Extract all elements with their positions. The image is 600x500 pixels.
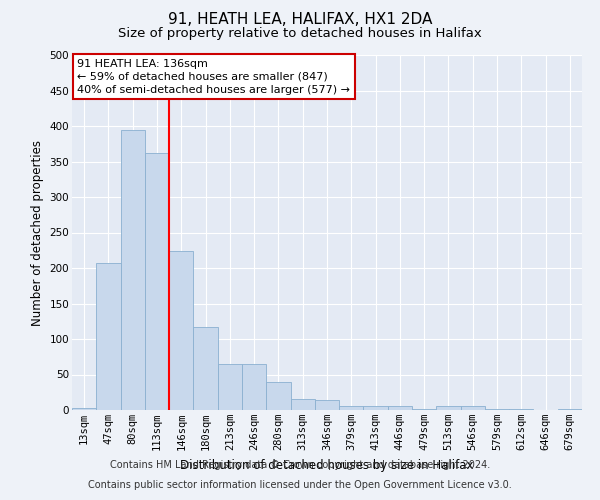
Bar	[266, 382, 290, 410]
Bar	[96, 263, 121, 410]
Bar	[169, 251, 193, 410]
Bar	[290, 400, 315, 410]
X-axis label: Distribution of detached houses by size in Halifax: Distribution of detached houses by size …	[180, 458, 474, 471]
Text: 91, HEATH LEA, HALIFAX, HX1 2DA: 91, HEATH LEA, HALIFAX, HX1 2DA	[168, 12, 432, 28]
Text: Contains public sector information licensed under the Open Government Licence v3: Contains public sector information licen…	[88, 480, 512, 490]
Bar	[315, 400, 339, 410]
Bar	[145, 153, 169, 410]
Bar	[72, 408, 96, 410]
Bar	[436, 406, 461, 410]
Bar	[461, 406, 485, 410]
Bar	[218, 364, 242, 410]
Bar	[193, 327, 218, 410]
Bar	[388, 406, 412, 410]
Bar	[558, 408, 582, 410]
Y-axis label: Number of detached properties: Number of detached properties	[31, 140, 44, 326]
Bar	[121, 130, 145, 410]
Bar	[364, 406, 388, 410]
Text: 91 HEATH LEA: 136sqm
← 59% of detached houses are smaller (847)
40% of semi-deta: 91 HEATH LEA: 136sqm ← 59% of detached h…	[77, 58, 350, 95]
Text: Contains HM Land Registry data © Crown copyright and database right 2024.: Contains HM Land Registry data © Crown c…	[110, 460, 490, 470]
Text: Size of property relative to detached houses in Halifax: Size of property relative to detached ho…	[118, 28, 482, 40]
Bar	[339, 406, 364, 410]
Bar	[242, 364, 266, 410]
